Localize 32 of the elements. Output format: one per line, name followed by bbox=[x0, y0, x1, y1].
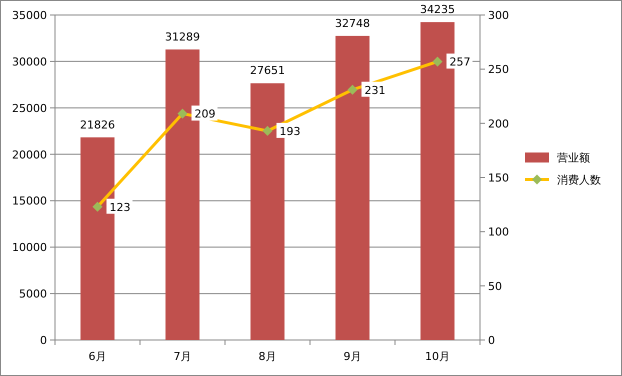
y-tick-label: 0 bbox=[40, 334, 47, 347]
data-label: 31289 bbox=[165, 30, 200, 44]
data-label: 231 bbox=[364, 84, 386, 97]
data-label: 193 bbox=[280, 124, 300, 138]
x-tick-label: 10月 bbox=[425, 350, 450, 363]
y2-tick-label: 300 bbox=[488, 9, 509, 22]
x-tick-label: 6月 bbox=[88, 350, 106, 363]
data-label: 209 bbox=[194, 108, 216, 121]
data-label: 34235 bbox=[420, 3, 455, 16]
y-tick-label: 35000 bbox=[12, 9, 47, 22]
y2-tick-label: 50 bbox=[488, 280, 502, 293]
y-tick-label: 25000 bbox=[12, 102, 47, 115]
y2-tick-label: 100 bbox=[488, 226, 509, 239]
y-tick-label: 10000 bbox=[12, 241, 47, 254]
y2-tick-label: 0 bbox=[488, 334, 495, 347]
y2-tick-label: 250 bbox=[488, 63, 509, 76]
x-tick-label: 8月 bbox=[258, 350, 276, 363]
data-label: 123 bbox=[110, 200, 130, 214]
legend-label: 消费人数 bbox=[557, 174, 601, 186]
y-tick-label: 30000 bbox=[12, 55, 47, 68]
y-tick-label: 20000 bbox=[12, 148, 47, 162]
data-label: 21826 bbox=[80, 118, 115, 132]
data-label: 27651 bbox=[250, 64, 285, 78]
data-label: 257 bbox=[450, 56, 470, 69]
data-label: 32748 bbox=[335, 16, 370, 30]
x-tick-label: 7月 bbox=[174, 350, 192, 363]
legend-label: 营业额 bbox=[557, 152, 590, 164]
x-tick-label: 9月 bbox=[344, 350, 362, 363]
y2-tick-label: 200 bbox=[488, 117, 509, 130]
y-tick-label: 15000 bbox=[12, 194, 47, 208]
y2-tick-label: 150 bbox=[488, 172, 509, 184]
y-tick-label: 5000 bbox=[19, 288, 47, 301]
